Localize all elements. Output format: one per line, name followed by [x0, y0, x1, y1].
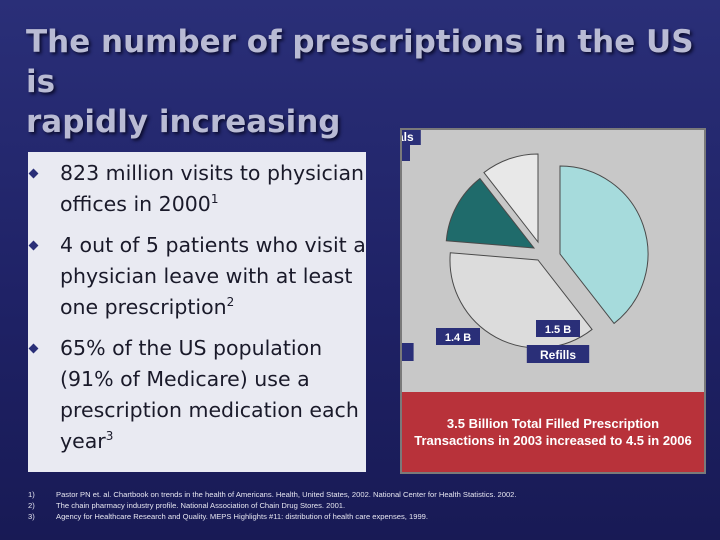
- bullet-panel: [28, 152, 366, 472]
- bullet-text: 4 out of 5 patients who visit a physicia…: [60, 233, 366, 319]
- bullet-diamond-icon: [28, 240, 39, 251]
- title-line-2: rapidly increasing: [26, 104, 341, 140]
- pie-slice-renewals: [445, 177, 536, 249]
- bullet-text: 823 million visits to physician offices …: [60, 161, 365, 216]
- category-label-renewals: Renewals: [402, 130, 414, 144]
- bullet-ref: 1: [210, 192, 219, 207]
- reference-text: Agency for Healthcare Research and Quali…: [56, 512, 429, 521]
- reference-row: 2) The chain pharmacy industry profile. …: [28, 500, 708, 511]
- pie-slice-unfilled: [483, 153, 539, 244]
- value-label-box: [536, 320, 580, 337]
- bullet-item-3: 65% of the US population (91% of Medicar…: [28, 333, 366, 457]
- value-label-new-scripts: 1.4 B: [445, 332, 471, 344]
- reference-number: 3): [28, 512, 35, 521]
- bullet-text: 65% of the US population (91% of Medicar…: [60, 336, 359, 453]
- reference-text: The chain pharmacy industry profile. Nat…: [56, 501, 346, 510]
- category-label-box: [526, 345, 590, 363]
- value-label-box: [436, 328, 480, 345]
- reference-row: 1) Pastor PN et. al. Chartbook on trends…: [28, 489, 708, 500]
- value-label-refills: 1.5 B: [545, 324, 571, 336]
- category-label-box: [402, 130, 421, 145]
- bullet-item-2: 4 out of 5 patients who visit a physicia…: [28, 230, 366, 323]
- pie-slice-refills: [559, 165, 649, 325]
- slide-title: The number of prescriptions in the US is…: [26, 22, 706, 142]
- chart-caption: 3.5 Billion Total Filled Prescription Tr…: [402, 392, 704, 472]
- bullet-ref: 2: [226, 295, 235, 310]
- title-line-1: The number of prescriptions in the US is: [26, 24, 694, 100]
- bullet-list: 823 million visits to physician offices …: [28, 158, 366, 467]
- category-label-box: [402, 343, 414, 361]
- reference-number: 2): [28, 501, 35, 510]
- bullet-item-1: 823 million visits to physician offices …: [28, 158, 366, 220]
- references: 1) Pastor PN et. al. Chartbook on trends…: [28, 489, 708, 522]
- bullet-ref: 3: [105, 429, 114, 444]
- reference-row: 3) Agency for Healthcare Research and Qu…: [28, 511, 708, 522]
- bullet-diamond-icon: [28, 168, 39, 179]
- reference-number: 1): [28, 490, 35, 499]
- category-label-refills: Refills: [540, 348, 576, 362]
- bullet-diamond-icon: [28, 343, 39, 354]
- reference-text: Pastor PN et. al. Chartbook on trends in…: [56, 490, 517, 499]
- category-label-new-scripts: New Scripts: [402, 346, 403, 360]
- value-label-box: [402, 144, 410, 161]
